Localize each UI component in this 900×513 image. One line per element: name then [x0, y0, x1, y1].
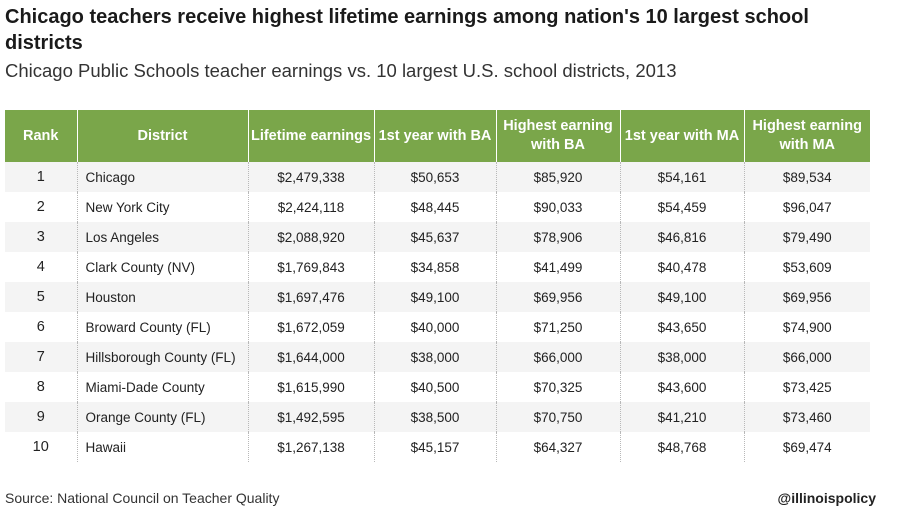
column-header: 1st year with BA	[373, 110, 496, 162]
table-row: 1 Chicago $2,479,338 $50,653 $85,920 $54,161 $…	[5, 162, 870, 192]
district-cell: Chicago	[76, 162, 248, 192]
column-header: 1st year with MA	[619, 110, 744, 162]
table-row: 5 Houston $1,697,476 $49,100 $69,956 $49,100 $…	[5, 282, 870, 312]
table-row: 3 Los Angeles $2,088,920 $45,637 $78,906 $46,…	[5, 222, 870, 252]
value-cell: $1,267,138	[247, 432, 374, 462]
table-row: 8 Miami-Dade County $1,615,990 $40,500 $70,3…	[5, 372, 870, 402]
column-header: Lifetime earnings	[247, 110, 374, 162]
value-cell: $2,479,338	[247, 162, 374, 192]
column-header: District	[76, 110, 248, 162]
value-cell: $34,858	[373, 252, 496, 282]
value-cell: $66,000	[743, 342, 870, 372]
value-cell: $69,474	[743, 432, 870, 462]
value-cell: $41,210	[619, 402, 744, 432]
value-cell: $85,920	[495, 162, 620, 192]
district-cell: Broward County (FL)	[76, 312, 248, 342]
value-cell: $64,327	[495, 432, 620, 462]
rank-cell: 9	[5, 402, 77, 432]
value-cell: $96,047	[743, 192, 870, 222]
value-cell: $40,478	[619, 252, 744, 282]
social-handle: @illinoispolicy	[777, 490, 876, 506]
column-header: Rank	[5, 110, 77, 162]
earnings-table: Rank District Lifetime earnings 1st year…	[5, 110, 870, 462]
table-row: 10 Hawaii $1,267,138 $45,157 $64,327 $48,768 $…	[5, 432, 870, 462]
rank-cell: 6	[5, 312, 77, 342]
value-cell: $2,088,920	[247, 222, 374, 252]
district-cell: Clark County (NV)	[76, 252, 248, 282]
value-cell: $43,600	[619, 372, 744, 402]
district-cell: Miami-Dade County	[76, 372, 248, 402]
district-cell: Orange County (FL)	[76, 402, 248, 432]
value-cell: $38,000	[373, 342, 496, 372]
value-cell: $1,644,000	[247, 342, 374, 372]
value-cell: $53,609	[743, 252, 870, 282]
value-cell: $49,100	[619, 282, 744, 312]
table-row: 6 Broward County (FL) $1,672,059 $40,000 $71…	[5, 312, 870, 342]
table-body: 1 Chicago $2,479,338 $50,653 $85,920 $54,161 $…	[5, 162, 870, 462]
rank-cell: 1	[5, 162, 77, 192]
value-cell: $73,460	[743, 402, 870, 432]
table-row: 4 Clark County (NV) $1,769,843 $34,858 $41,4…	[5, 252, 870, 282]
district-cell: New York City	[76, 192, 248, 222]
district-cell: Hillsborough County (FL)	[76, 342, 248, 372]
rank-cell: 3	[5, 222, 77, 252]
value-cell: $66,000	[495, 342, 620, 372]
rank-cell: 10	[5, 432, 77, 462]
value-cell: $2,424,118	[247, 192, 374, 222]
source-note: Source: National Council on Teacher Qual…	[5, 490, 280, 506]
table-row: 7 Hillsborough County (FL) $1,644,000 $38,0…	[5, 342, 870, 372]
district-cell: Los Angeles	[76, 222, 248, 252]
value-cell: $78,906	[495, 222, 620, 252]
value-cell: $71,250	[495, 312, 620, 342]
table-row: 2 New York City $2,424,118 $48,445 $90,033 $5…	[5, 192, 870, 222]
value-cell: $54,161	[619, 162, 744, 192]
value-cell: $1,492,595	[247, 402, 374, 432]
rank-cell: 7	[5, 342, 77, 372]
value-cell: $1,697,476	[247, 282, 374, 312]
table-header-row: Rank District Lifetime earnings 1st year…	[5, 110, 870, 162]
rank-cell: 2	[5, 192, 77, 222]
value-cell: $69,956	[495, 282, 620, 312]
value-cell: $74,900	[743, 312, 870, 342]
value-cell: $46,816	[619, 222, 744, 252]
rank-cell: 8	[5, 372, 77, 402]
district-cell: Houston	[76, 282, 248, 312]
district-cell: Hawaii	[76, 432, 248, 462]
column-header: Highest earning with BA	[495, 110, 620, 162]
rank-cell: 5	[5, 282, 77, 312]
value-cell: $38,500	[373, 402, 496, 432]
value-cell: $89,534	[743, 162, 870, 192]
value-cell: $50,653	[373, 162, 496, 192]
value-cell: $40,000	[373, 312, 496, 342]
value-cell: $40,500	[373, 372, 496, 402]
value-cell: $69,956	[743, 282, 870, 312]
column-header: Highest earning with MA	[743, 110, 870, 162]
value-cell: $48,768	[619, 432, 744, 462]
value-cell: $1,672,059	[247, 312, 374, 342]
value-cell: $45,637	[373, 222, 496, 252]
value-cell: $1,615,990	[247, 372, 374, 402]
value-cell: $43,650	[619, 312, 744, 342]
value-cell: $1,769,843	[247, 252, 374, 282]
chart-subtitle: Chicago Public Schools teacher earnings …	[5, 60, 677, 81]
value-cell: $41,499	[495, 252, 620, 282]
value-cell: $73,425	[743, 372, 870, 402]
value-cell: $49,100	[373, 282, 496, 312]
value-cell: $38,000	[619, 342, 744, 372]
value-cell: $54,459	[619, 192, 744, 222]
chart-title: Chicago teachers receive highest lifetim…	[5, 6, 809, 54]
value-cell: $48,445	[373, 192, 496, 222]
value-cell: $90,033	[495, 192, 620, 222]
value-cell: $70,325	[495, 372, 620, 402]
value-cell: $70,750	[495, 402, 620, 432]
value-cell: $79,490	[743, 222, 870, 252]
rank-cell: 4	[5, 252, 77, 282]
table-row: 9 Orange County (FL) $1,492,595 $38,500 $70,…	[5, 402, 870, 432]
value-cell: $45,157	[373, 432, 496, 462]
